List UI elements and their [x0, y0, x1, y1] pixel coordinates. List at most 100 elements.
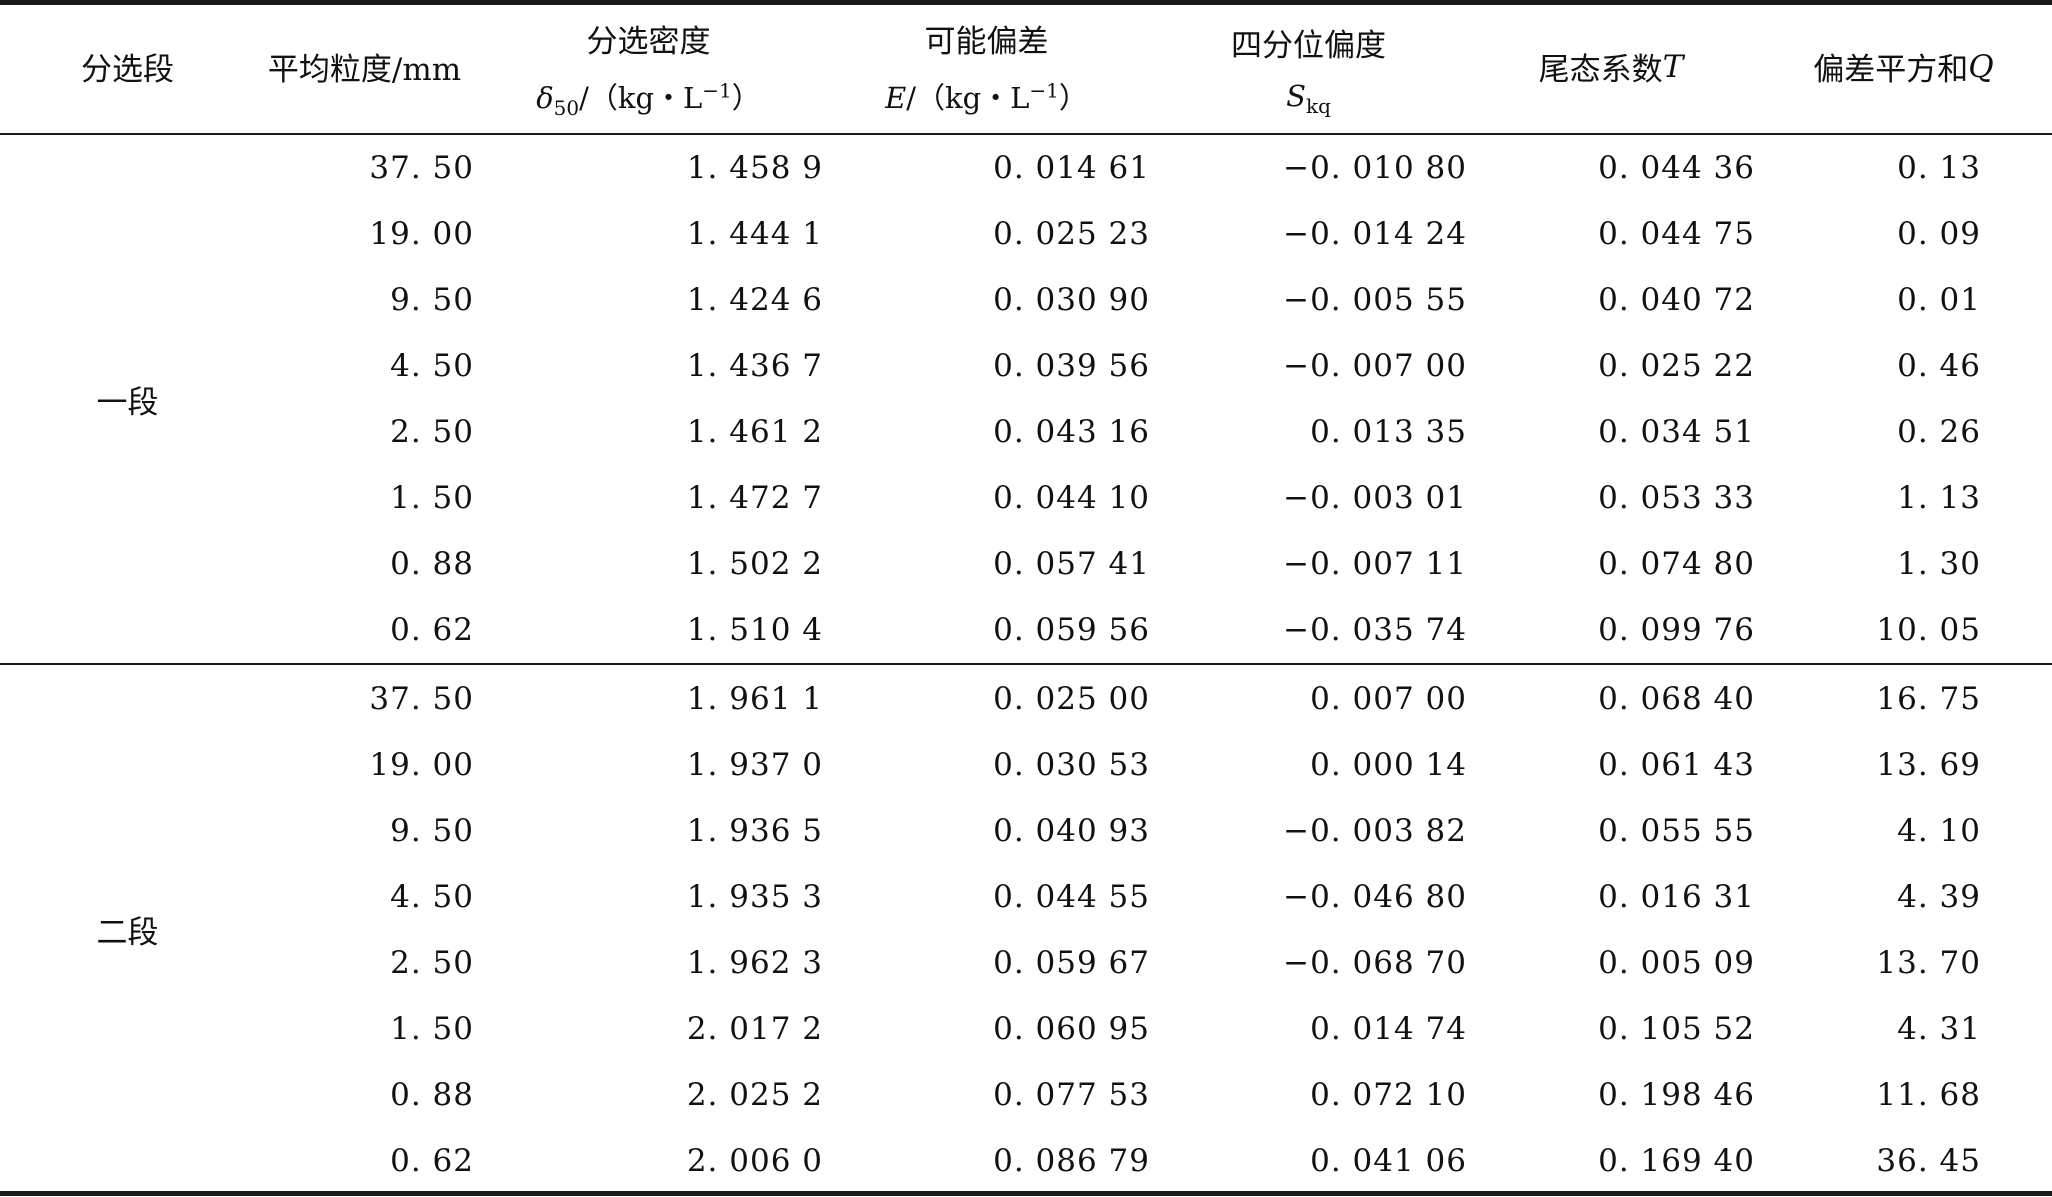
header-skew: 四分位偏度 Skq: [1150, 0, 1467, 133]
deviation-cell: 4. 39: [1897, 879, 1981, 915]
tail-cell: 0. 040 72: [1598, 282, 1755, 318]
deviation-cell: 0. 09: [1897, 216, 1981, 252]
error-cell: 0. 060 95: [993, 1011, 1150, 1047]
density-cell: 1. 444 1: [686, 216, 823, 252]
tail-cell: 0. 074 80: [1598, 546, 1755, 582]
skew-cell: −0. 014 24: [1283, 216, 1467, 252]
error-cell: 0. 040 93: [993, 813, 1150, 849]
header-density-unit: δ50/（kg・L−1）: [536, 75, 761, 117]
density-subscript: 50: [553, 95, 580, 120]
table-row: 9. 50 1. 424 6 0. 030 90 −0. 005 55 0. 040 7…: [0, 267, 2052, 333]
table-row: 9. 50 1. 936 5 0. 040 93 −0. 003 82 0. 055 5…: [0, 798, 2052, 864]
error-cell: 0. 077 53: [993, 1077, 1150, 1113]
density-cell: 2. 006 0: [686, 1143, 823, 1179]
error-cell: 0. 014 61: [993, 150, 1150, 186]
skew-cell: −0. 003 01: [1283, 480, 1467, 516]
error-unit-text: /（kg・L: [906, 81, 1030, 115]
group-rows: 37. 50 1. 458 9 0. 014 61 −0. 010 80 0. 044 …: [0, 135, 2052, 663]
error-unit-close: ）: [1058, 81, 1088, 115]
error-cell: 0. 044 10: [993, 480, 1150, 516]
size-cell: 0. 62: [390, 1143, 474, 1179]
deviation-cell: 0. 01: [1897, 282, 1981, 318]
size-cell: 0. 88: [390, 546, 474, 582]
error-cell: 0. 043 16: [993, 414, 1150, 450]
skew-cell: −0. 046 80: [1283, 879, 1467, 915]
skew-symbol: S: [1286, 79, 1306, 113]
density-cell: 1. 937 0: [686, 747, 823, 783]
skew-cell: 0. 013 35: [1310, 414, 1467, 450]
deviation-cell: 36. 45: [1876, 1143, 1981, 1179]
skew-cell: −0. 005 55: [1283, 282, 1467, 318]
density-cell: 1. 961 1: [686, 681, 823, 717]
error-cell: 0. 030 53: [993, 747, 1150, 783]
density-cell: 1. 458 9: [686, 150, 823, 186]
density-unit-exp: −1: [702, 78, 732, 103]
size-cell: 9. 50: [390, 813, 474, 849]
size-cell: 4. 50: [390, 879, 474, 915]
skew-cell: −0. 010 80: [1283, 150, 1467, 186]
density-cell: 1. 424 6: [686, 282, 823, 318]
deviation-cell: 0. 46: [1897, 348, 1981, 384]
table-row: 1. 50 2. 017 2 0. 060 95 0. 014 74 0. 105 52…: [0, 996, 2052, 1062]
header-segment-label: 分选段: [81, 52, 174, 88]
table-body: 一段 37. 50 1. 458 9 0. 014 61 −0. 010 80 0. 0…: [0, 135, 2052, 1192]
density-cell: 1. 461 2: [686, 414, 823, 450]
header-tail-title: 尾态系数: [1538, 52, 1663, 88]
header-deviation-title: 偏差平方和: [1813, 52, 1969, 88]
size-cell: 37. 50: [369, 681, 474, 717]
size-cell: 37. 50: [369, 150, 474, 186]
skew-cell: −0. 035 74: [1283, 612, 1467, 648]
header-density-title: 分选密度: [586, 24, 711, 60]
size-cell: 1. 50: [390, 1011, 474, 1047]
error-cell: 0. 025 23: [993, 216, 1150, 252]
group-rows: 37. 50 1. 961 1 0. 025 00 0. 007 00 0. 068 4…: [0, 666, 2052, 1194]
skew-cell: 0. 072 10: [1310, 1077, 1467, 1113]
tail-cell: 0. 034 51: [1598, 414, 1755, 450]
deviation-cell: 4. 31: [1897, 1011, 1981, 1047]
density-cell: 1. 935 3: [686, 879, 823, 915]
density-symbol: δ: [536, 81, 554, 115]
group-stage-one: 一段 37. 50 1. 458 9 0. 014 61 −0. 010 80 0. 0…: [0, 135, 2052, 664]
segment-label: 一段: [96, 385, 159, 421]
segment-label: 二段: [96, 914, 159, 951]
skew-cell: −0. 068 70: [1283, 945, 1467, 981]
table-row: 19. 00 1. 444 1 0. 025 23 −0. 014 24 0. 044 …: [0, 201, 2052, 267]
size-cell: 0. 88: [390, 1077, 474, 1113]
density-unit-close: ）: [731, 81, 761, 115]
header-segment: 分选段: [0, 0, 255, 133]
header-rule: [0, 133, 2052, 135]
error-cell: 0. 025 00: [993, 681, 1150, 717]
group-divider-rule: [0, 663, 2052, 665]
header-skew-title: 四分位偏度: [1231, 28, 1386, 64]
error-unit-exp: −1: [1029, 78, 1059, 103]
deviation-cell: 0. 26: [1897, 414, 1981, 450]
deviation-cell: 1. 30: [1897, 546, 1981, 582]
size-cell: 19. 00: [369, 216, 474, 252]
skew-cell: 0. 007 00: [1310, 681, 1467, 717]
density-cell: 2. 025 2: [686, 1077, 823, 1113]
size-cell: 9. 50: [390, 282, 474, 318]
error-cell: 0. 059 56: [993, 612, 1150, 648]
tail-cell: 0. 055 55: [1598, 813, 1755, 849]
table-row: 2. 50 1. 962 3 0. 059 67 −0. 068 70 0. 005 0…: [0, 930, 2052, 996]
table-row: 37. 50 1. 961 1 0. 025 00 0. 007 00 0. 068 4…: [0, 666, 2052, 732]
density-cell: 1. 436 7: [686, 348, 823, 384]
tail-symbol: T: [1662, 48, 1684, 85]
size-cell: 2. 50: [390, 414, 474, 450]
density-cell: 1. 962 3: [686, 945, 823, 981]
size-cell: 2. 50: [390, 945, 474, 981]
header-density: 分选密度 δ50/（kg・L−1）: [474, 0, 823, 133]
error-cell: 0. 057 41: [993, 546, 1150, 582]
density-cell: 1. 510 4: [686, 612, 823, 648]
density-cell: 1. 502 2: [686, 546, 823, 582]
density-cell: 1. 472 7: [686, 480, 823, 516]
error-cell: 0. 086 79: [993, 1143, 1150, 1179]
header-skew-symbol: Skq: [1286, 79, 1331, 116]
tail-cell: 0. 068 40: [1598, 681, 1755, 717]
table-row: 19. 00 1. 937 0 0. 030 53 0. 000 14 0. 061 4…: [0, 732, 2052, 798]
deviation-cell: 4. 10: [1897, 813, 1981, 849]
error-cell: 0. 030 90: [993, 282, 1150, 318]
tail-cell: 0. 053 33: [1598, 480, 1755, 516]
header-error-title: 可能偏差: [924, 24, 1049, 60]
tail-cell: 0. 169 40: [1598, 1143, 1755, 1179]
